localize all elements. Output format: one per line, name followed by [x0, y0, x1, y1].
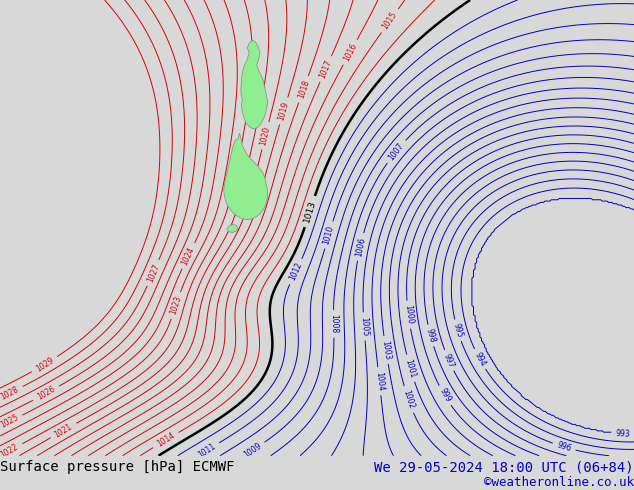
- Polygon shape: [227, 224, 238, 232]
- Text: 1019: 1019: [276, 100, 290, 122]
- Text: 1023: 1023: [169, 295, 183, 316]
- Text: 1028: 1028: [0, 385, 20, 402]
- Text: 1009: 1009: [242, 441, 262, 460]
- Text: 1014: 1014: [155, 431, 176, 449]
- Text: 993: 993: [616, 429, 630, 439]
- Text: 1000: 1000: [403, 305, 414, 325]
- Text: 1015: 1015: [380, 10, 399, 31]
- Text: 994: 994: [472, 350, 487, 368]
- Text: 1029: 1029: [34, 355, 55, 373]
- Text: 1025: 1025: [0, 413, 20, 430]
- Text: 996: 996: [556, 441, 573, 453]
- Text: 1012: 1012: [288, 261, 304, 282]
- Text: 1011: 1011: [196, 441, 217, 460]
- Text: 1027: 1027: [145, 262, 161, 284]
- Polygon shape: [241, 40, 268, 128]
- Text: Surface pressure [hPa] ECMWF: Surface pressure [hPa] ECMWF: [0, 460, 235, 474]
- Text: 1004: 1004: [374, 371, 385, 392]
- Text: 1020: 1020: [259, 125, 272, 146]
- Text: 999: 999: [437, 387, 452, 404]
- Text: 1017: 1017: [318, 58, 333, 80]
- Text: 995: 995: [451, 322, 464, 339]
- Text: 1018: 1018: [296, 79, 311, 100]
- Text: 1010: 1010: [322, 224, 336, 245]
- Text: 998: 998: [425, 327, 437, 343]
- Text: 1008: 1008: [329, 314, 339, 334]
- Text: 1006: 1006: [354, 236, 366, 257]
- Text: 1021: 1021: [53, 422, 74, 440]
- Text: 1003: 1003: [380, 340, 392, 360]
- Text: 1002: 1002: [401, 389, 416, 410]
- Text: 1026: 1026: [36, 385, 56, 402]
- Polygon shape: [224, 133, 268, 220]
- Text: 1007: 1007: [387, 141, 406, 162]
- Text: 1024: 1024: [180, 245, 197, 267]
- Text: 1001: 1001: [403, 358, 417, 379]
- Text: 1013: 1013: [302, 199, 318, 224]
- Text: 997: 997: [442, 352, 456, 369]
- Text: 1005: 1005: [359, 317, 369, 336]
- Text: 1016: 1016: [342, 42, 359, 63]
- Text: 1022: 1022: [0, 442, 20, 460]
- Text: ©weatheronline.co.uk: ©weatheronline.co.uk: [484, 476, 634, 489]
- Text: We 29-05-2024 18:00 UTC (06+84): We 29-05-2024 18:00 UTC (06+84): [374, 460, 634, 474]
